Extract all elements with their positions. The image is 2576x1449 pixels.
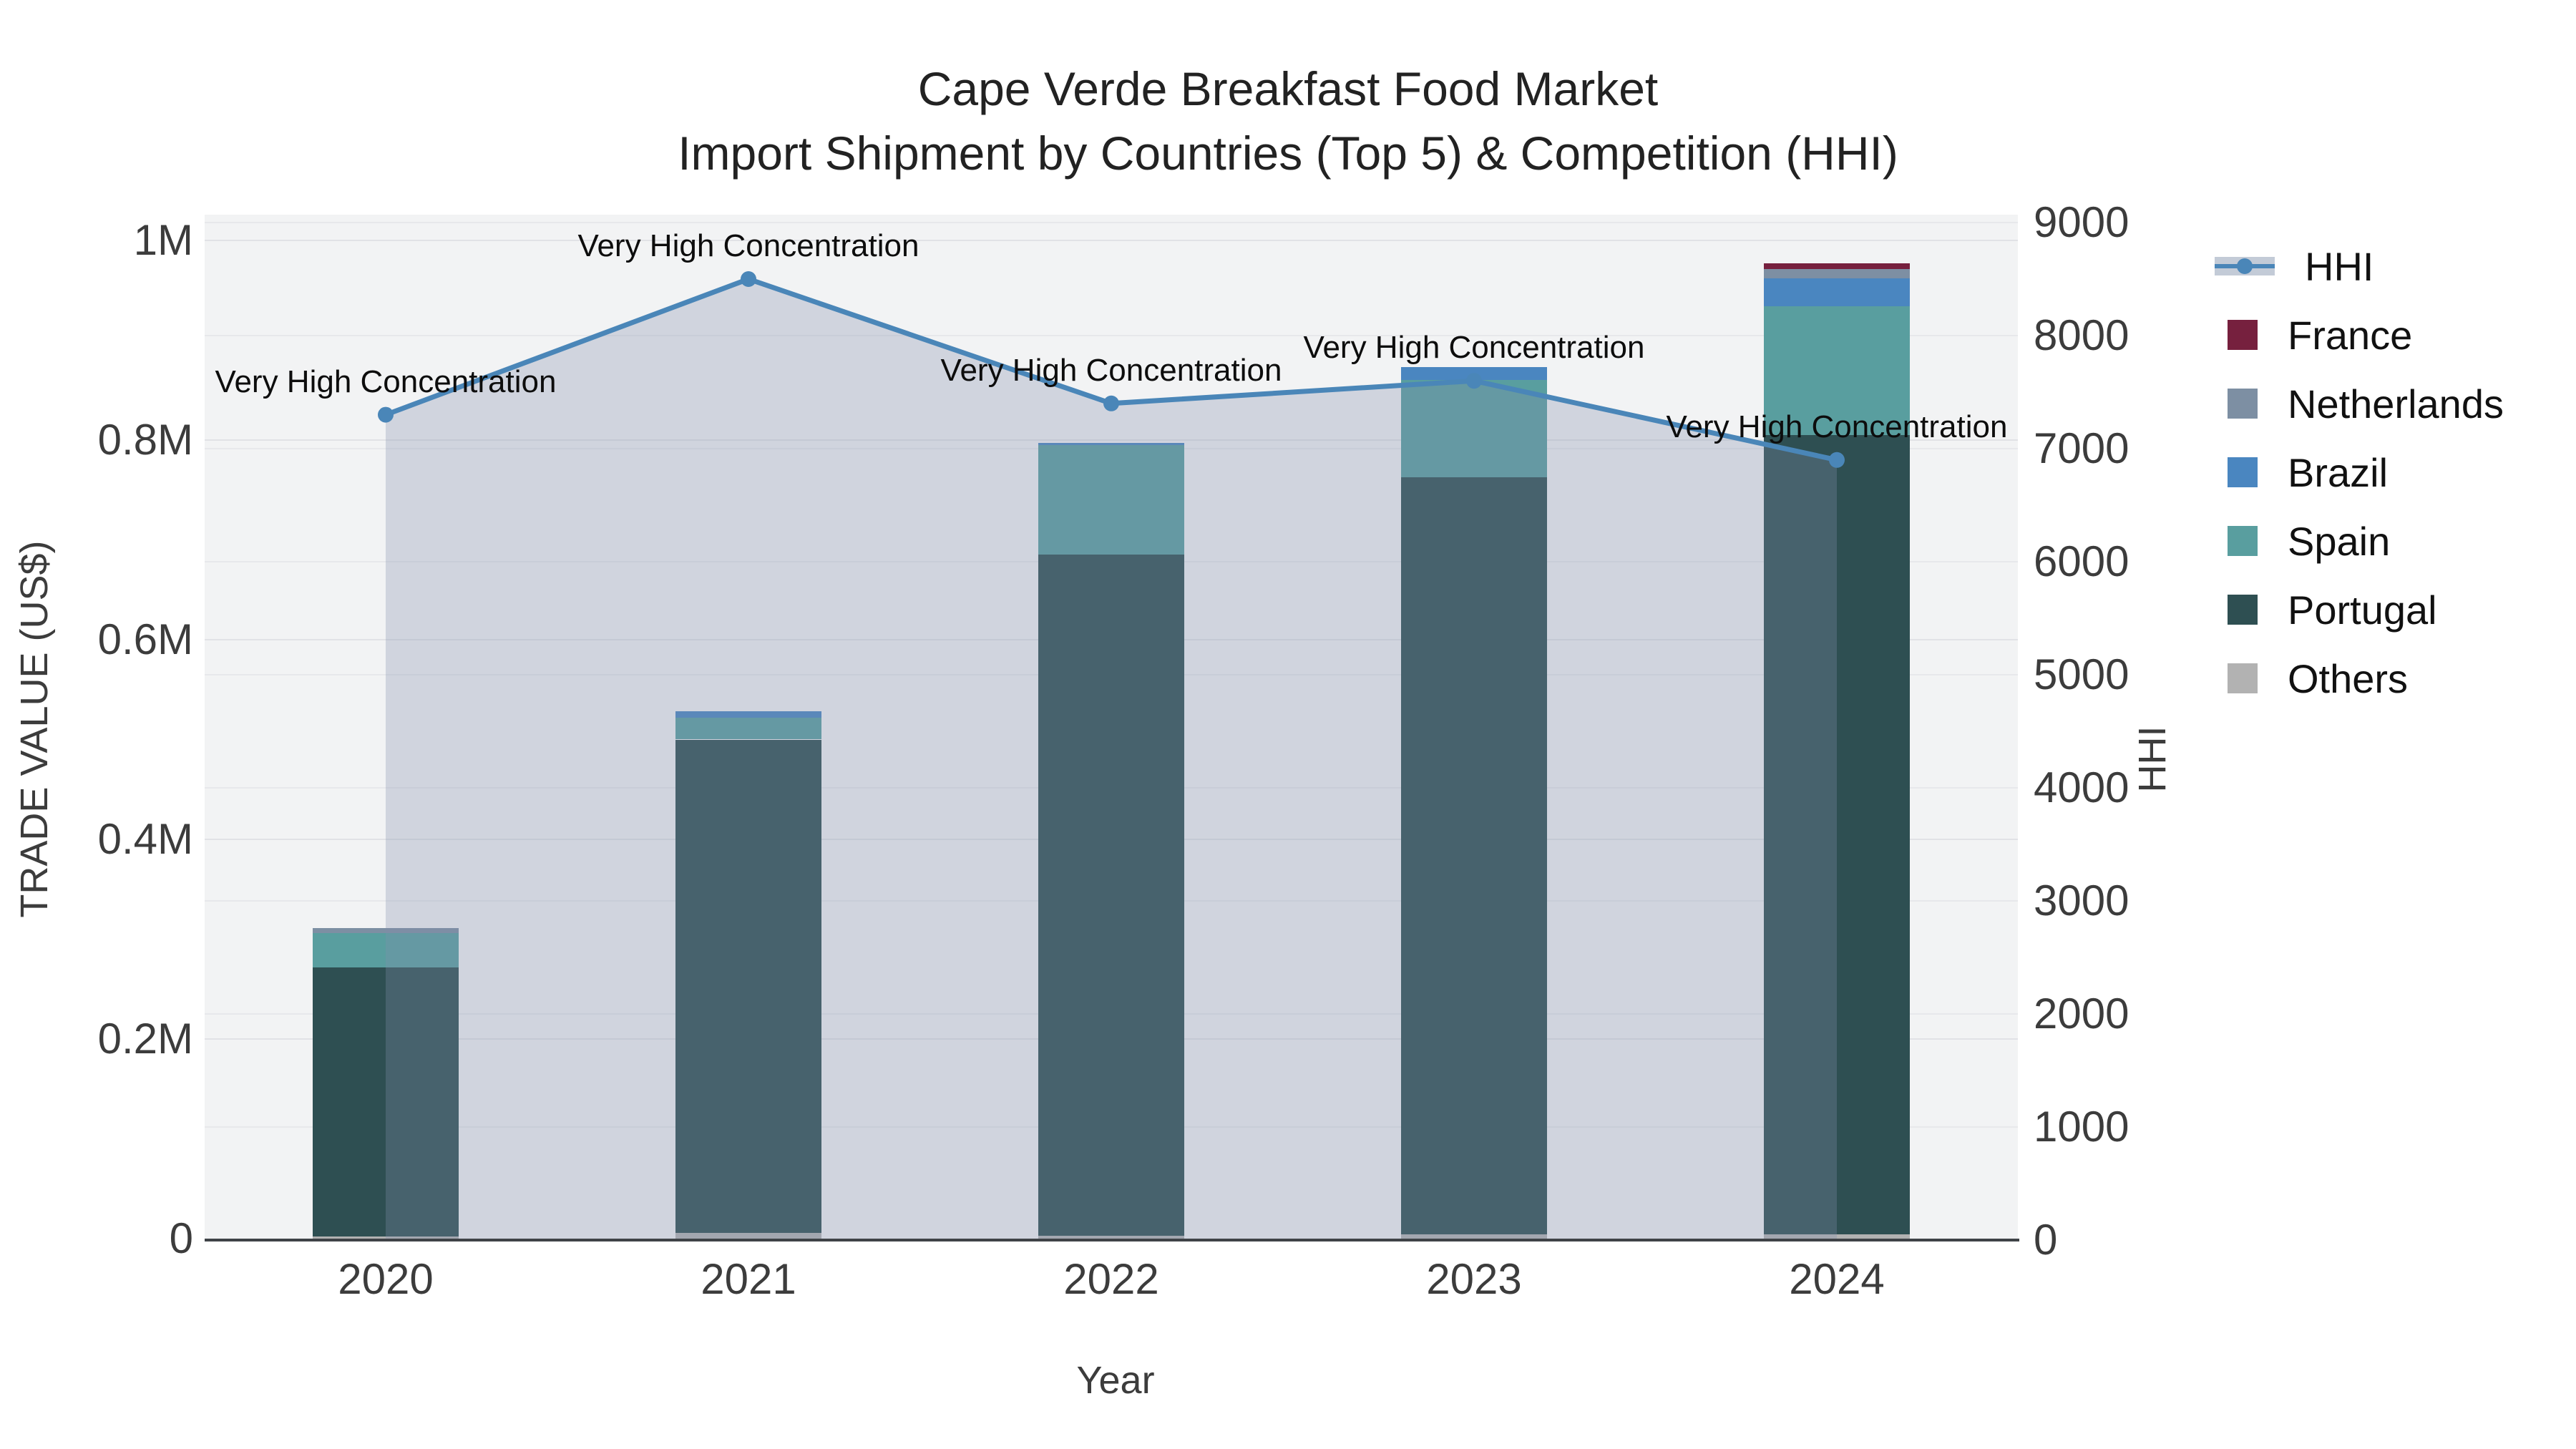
bar-segment-spain-2020 — [313, 933, 459, 967]
gridline-left-axis — [205, 240, 2018, 241]
y-axis-left-title: TRADE VALUE (US$) — [13, 540, 56, 918]
legend-label-portugal: Portugal — [2288, 587, 2437, 633]
bar-segment-spain-2021 — [675, 717, 821, 740]
x-tick-2020: 2020 — [338, 1255, 434, 1303]
bar-segment-others-2020 — [313, 1236, 459, 1239]
annotation-2021: Very High Concentration — [577, 228, 919, 263]
legend-swatch-brazil — [2228, 457, 2258, 487]
x-tick-2024: 2024 — [1789, 1255, 1885, 1303]
legend-item-portugal[interactable]: Portugal — [2215, 580, 2437, 640]
annotation-2020: Very High Concentration — [215, 364, 557, 399]
annotation-2024: Very High Concentration — [1666, 409, 2008, 444]
y-right-tick-7000: 7000 — [2034, 424, 2129, 472]
legend-item-hhi[interactable]: HHI — [2215, 236, 2373, 296]
bar-segment-portugal-2024 — [1764, 435, 1910, 1235]
hhi-area-fill — [386, 279, 1837, 1239]
y-right-tick-0: 0 — [2034, 1216, 2058, 1264]
chart-subtitle: Import Shipment by Countries (Top 5) & C… — [678, 127, 1898, 180]
y-right-tick-5000: 5000 — [2034, 650, 2129, 698]
legend-item-netherlands[interactable]: Netherlands — [2215, 374, 2504, 434]
gridline-right-axis — [205, 222, 2018, 223]
y-right-tick-9000: 9000 — [2034, 198, 2129, 246]
y-left-tick-1M: 1M — [133, 216, 193, 264]
bar-segment-others-2024 — [1764, 1234, 1910, 1239]
bar-segment-brazil-2022 — [1038, 443, 1184, 445]
x-tick-2023: 2023 — [1426, 1255, 1522, 1303]
bar-segment-portugal-2021 — [675, 739, 821, 1233]
y-right-tick-4000: 4000 — [2034, 763, 2129, 811]
hhi-marker-2021 — [741, 271, 756, 287]
legend-item-france[interactable]: France — [2215, 305, 2412, 365]
legend-label-france: France — [2288, 312, 2413, 358]
y-left-tick-0: 0 — [169, 1214, 193, 1262]
bar-segment-spain-2023 — [1401, 380, 1547, 477]
legend-label-netherlands: Netherlands — [2288, 381, 2504, 426]
y-right-tick-3000: 3000 — [2034, 877, 2129, 924]
bar-segment-portugal-2022 — [1038, 555, 1184, 1236]
legend-swatch-netherlands — [2228, 389, 2258, 419]
hhi-marker-2023 — [1466, 373, 1482, 389]
bar-segment-portugal-2023 — [1401, 477, 1547, 1235]
legend-label-hhi: HHI — [2305, 243, 2374, 289]
legend-label-brazil: Brazil — [2288, 449, 2389, 495]
x-axis-line — [205, 1239, 2019, 1241]
legend-item-brazil[interactable]: Brazil — [2215, 442, 2388, 502]
y-left-tick-0.4M: 0.4M — [97, 815, 193, 863]
hhi-marker-2022 — [1103, 395, 1119, 411]
bar-segment-spain-2024 — [1764, 306, 1910, 436]
chart-title: Cape Verde Breakfast Food Market — [917, 62, 1659, 115]
hhi-marker-2024 — [1829, 452, 1845, 468]
legend-swatch-portugal — [2228, 595, 2258, 625]
gridline-left-axis — [205, 439, 2018, 441]
bar-segment-netherlands-2020 — [313, 928, 459, 934]
y-right-tick-1000: 1000 — [2034, 1103, 2129, 1151]
hhi-line-layer — [378, 271, 1845, 1239]
y-right-tick-8000: 8000 — [2034, 311, 2129, 359]
legend-swatch-spain — [2228, 526, 2258, 556]
legend-line-marker — [2237, 258, 2253, 274]
y-right-tick-2000: 2000 — [2034, 990, 2129, 1038]
legend-label-spain: Spain — [2288, 518, 2391, 564]
legend-item-others[interactable]: Others — [2215, 648, 2408, 708]
legend-label-others: Others — [2288, 655, 2409, 701]
hhi-marker-2020 — [378, 406, 394, 423]
legend-item-spain[interactable]: Spain — [2215, 511, 2390, 571]
hhi-line-legend-icon — [2215, 257, 2275, 275]
bar-segment-others-2021 — [675, 1232, 821, 1239]
y-right-tick-6000: 6000 — [2034, 537, 2129, 585]
x-axis-title: Year — [1076, 1359, 1155, 1402]
x-tick-2022: 2022 — [1063, 1255, 1159, 1303]
x-tick-2021: 2021 — [701, 1255, 796, 1303]
bar-segment-portugal-2020 — [313, 967, 459, 1237]
bar-segment-france-2024 — [1764, 263, 1910, 270]
y-left-tick-0.2M: 0.2M — [97, 1015, 193, 1063]
y-left-tick-0.6M: 0.6M — [97, 615, 193, 663]
annotation-2023: Very High Concentration — [1303, 330, 1645, 366]
legend-swatch-others — [2228, 663, 2258, 693]
plot-area: Very High Concentration Very High Concent… — [205, 215, 2018, 1239]
bar-segment-brazil-2024 — [1764, 278, 1910, 307]
bar-segment-brazil-2021 — [675, 711, 821, 718]
legend-swatch-france — [2228, 320, 2258, 350]
bar-segment-others-2023 — [1401, 1234, 1547, 1239]
annotation-2022: Very High Concentration — [940, 352, 1282, 388]
bar-segment-netherlands-2024 — [1764, 269, 1910, 278]
y-left-tick-0.8M: 0.8M — [97, 416, 193, 464]
gridline-right-axis — [205, 335, 2018, 336]
bar-segment-spain-2022 — [1038, 444, 1184, 555]
bar-segment-others-2022 — [1038, 1235, 1184, 1239]
y-axis-right-title: HHI — [2131, 726, 2174, 793]
